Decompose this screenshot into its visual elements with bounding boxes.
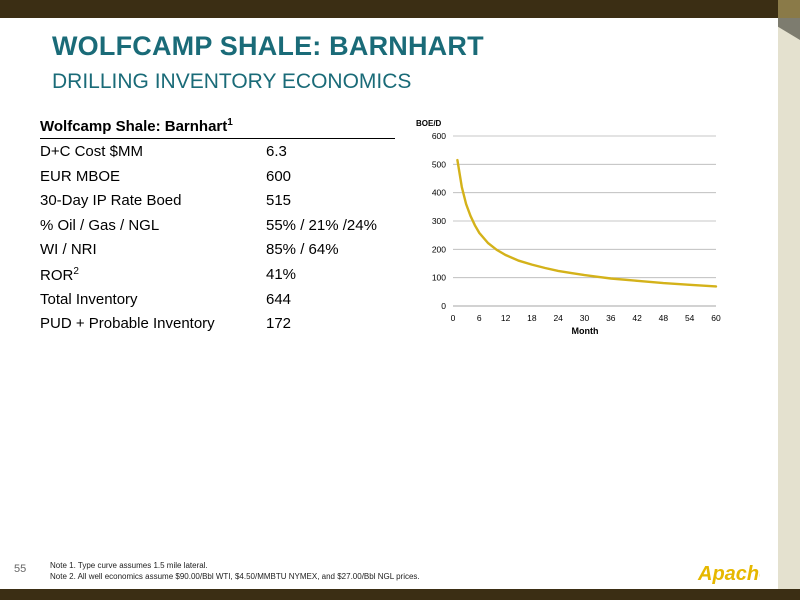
metric-label-text: D+C Cost $MM <box>40 143 143 160</box>
slide-subtitle: DRILLING INVENTORY ECONOMICS <box>52 70 412 93</box>
metric-label-text: PUD + Probable Inventory <box>40 315 215 333</box>
metric-label-text: WI / NRI <box>40 241 97 259</box>
metric-label: Total Inventory <box>40 291 138 308</box>
metric-row: PUD + Probable Inventory 172 <box>40 311 395 336</box>
apache-logo: Apache <box>697 563 760 585</box>
metric-label: % Oil / Gas / NGL <box>40 217 159 234</box>
y-axis-label: BOE/D <box>416 119 442 128</box>
metric-label: ROR2 <box>40 266 79 284</box>
chart-grid <box>453 135 716 307</box>
metric-label: PUD + Probable Inventory <box>40 315 215 332</box>
metric-label: EUR MBOE <box>40 168 120 185</box>
metric-value: 55% / 21% /24% <box>266 216 377 234</box>
x-tick-label: 54 <box>685 313 695 323</box>
metric-value: 41% <box>266 265 297 283</box>
metric-value: 85% / 64% <box>266 241 339 259</box>
metrics-header-text: Wolfcamp Shale: Barnhart1 <box>40 117 233 135</box>
y-tick-labels: 0 100 200 300 400 500 600 <box>432 131 446 311</box>
logo-text: Apache <box>697 563 760 585</box>
metric-label-text: 30-Day IP Rate Boed <box>40 192 182 210</box>
metrics-table: Wolfcamp Shale: Barnhart1 D+C Cost $MM 6.… <box>40 115 395 336</box>
metric-row: WI / NRI 85% / 64% <box>40 237 395 262</box>
y-tick-label: 0 <box>441 301 446 311</box>
y-tick-label: 200 <box>432 244 446 254</box>
metric-label: WI / NRI <box>40 241 97 258</box>
y-tick-label: 600 <box>432 131 446 141</box>
slide-number: 55 <box>14 563 27 575</box>
top-bar-accent <box>778 0 800 18</box>
metric-label: 30-Day IP Rate Boed <box>40 192 181 209</box>
metric-row: ROR2 41% <box>40 262 395 287</box>
metric-row: % Oil / Gas / NGL 55% / 21% /24% <box>40 213 395 238</box>
metric-label-sup: 2 <box>73 265 79 277</box>
x-tick-label: 42 <box>632 313 642 323</box>
x-tick-label: 48 <box>659 313 669 323</box>
metric-value: 644 <box>266 290 292 308</box>
right-strip <box>778 18 800 589</box>
y-tick-label: 500 <box>432 159 446 169</box>
metric-label-text: EUR MBOE <box>40 167 121 185</box>
footnote-1: Note 1. Type curve assumes 1.5 mile late… <box>50 561 208 570</box>
metric-value: 172 <box>266 315 292 333</box>
metric-value: 515 <box>266 192 292 210</box>
x-tick-labels: 0 6 12 18 24 30 36 42 48 54 60 <box>451 313 721 323</box>
footnote-2: Note 2. All well economics assume $90.00… <box>50 572 420 581</box>
x-tick-label: 30 <box>580 313 590 323</box>
x-tick-label: 12 <box>501 313 511 323</box>
metrics-rows: D+C Cost $MM 6.3 EUR MBOE 600 30-Day IP Rate… <box>40 139 395 336</box>
x-tick-label: 18 <box>527 313 537 323</box>
top-bar <box>0 0 800 18</box>
x-tick-label: 60 <box>711 313 721 323</box>
slide-title: WOLFCAMP SHALE: BARNHART <box>52 31 484 61</box>
metric-label-text: % Oil / Gas / NGL <box>40 216 160 234</box>
metric-label-text: Total Inventory <box>40 290 138 308</box>
x-tick-label: 0 <box>451 313 456 323</box>
bottom-bar <box>0 589 800 600</box>
metric-value: 6.3 <box>266 143 287 160</box>
y-tick-label: 100 <box>432 273 446 283</box>
metric-row: Total Inventory 644 <box>40 287 395 312</box>
metric-label-text: ROR <box>40 266 74 284</box>
x-tick-label: 24 <box>553 313 563 323</box>
right-strip-notch <box>778 18 800 40</box>
metrics-header: Wolfcamp Shale: Barnhart1 <box>40 115 395 139</box>
footnotes: Note 1. Type curve assumes 1.5 mile late… <box>50 560 420 582</box>
metric-row: 30-Day IP Rate Boed 515 <box>40 188 395 213</box>
x-tick-label: 6 <box>477 313 482 323</box>
x-tick-label: 36 <box>606 313 616 323</box>
y-tick-label: 300 <box>432 216 446 226</box>
metric-row: D+C Cost $MM 6.3 <box>40 139 395 164</box>
decline-curve-chart: 0 100 200 300 400 500 600 0 6 12 18 24 30 36 42 48 54 60… <box>416 119 721 336</box>
metrics-header-sup: 1 <box>227 117 233 128</box>
series-line <box>456 158 718 288</box>
metric-row: EUR MBOE 600 <box>40 164 395 189</box>
metrics-header-label: Wolfcamp Shale: Barnhart <box>40 118 228 135</box>
metric-value: 600 <box>266 167 292 185</box>
y-tick-label: 400 <box>432 188 446 198</box>
x-axis-label: Month <box>572 326 599 336</box>
metric-label: D+C Cost $MM <box>40 143 143 160</box>
